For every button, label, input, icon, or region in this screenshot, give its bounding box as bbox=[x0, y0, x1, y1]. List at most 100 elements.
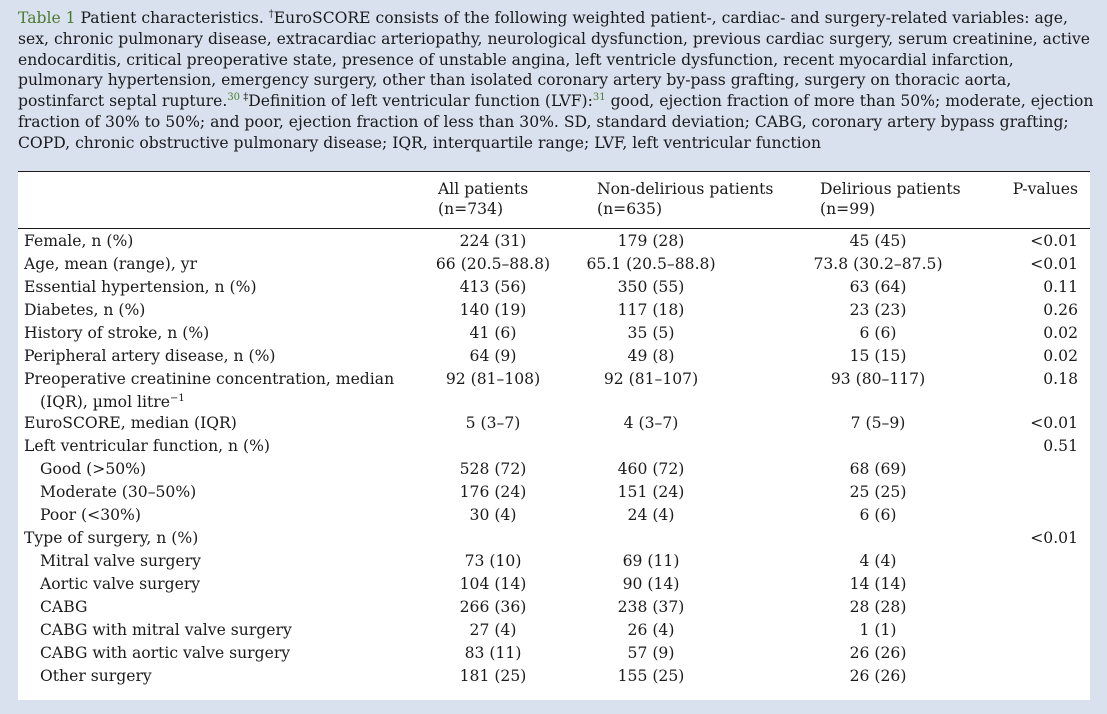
cell-p-value: 0.02 bbox=[1043, 324, 1078, 342]
caption-text-1: Patient characteristics. bbox=[75, 9, 269, 27]
table-label: Table 1 bbox=[18, 9, 76, 27]
row-label: Type of surgery, n (%) bbox=[24, 528, 198, 548]
cell-del: 68 (69) bbox=[849, 460, 907, 478]
cell-all: 30 (4) bbox=[469, 506, 517, 524]
col-header-pvalues: P-values bbox=[1000, 179, 1078, 199]
cell-non: 24 (4) bbox=[627, 506, 675, 524]
cell-del: 15 (15) bbox=[849, 347, 907, 365]
cell-all: 528 (72) bbox=[459, 460, 527, 478]
cell-non: 350 (55) bbox=[617, 278, 685, 296]
caption-text-2: EuroSCORE consists of the following weig… bbox=[18, 9, 1091, 111]
cell-all: 266 (36) bbox=[459, 598, 527, 616]
row-label-text: Moderate (30–50%) bbox=[40, 483, 197, 501]
row-label-text: Good (>50%) bbox=[40, 460, 147, 478]
row-label-text: Peripheral artery disease, n (%) bbox=[24, 347, 276, 365]
row-label: Peripheral artery disease, n (%) bbox=[24, 346, 276, 366]
cell-p-value: <0.01 bbox=[1030, 529, 1078, 547]
row-label: Aortic valve surgery bbox=[24, 574, 200, 594]
row-label-text: CABG with mitral valve surgery bbox=[40, 621, 292, 639]
col-header-del-title: Delirious patients bbox=[820, 180, 961, 198]
cell-all: 104 (14) bbox=[459, 575, 527, 593]
row-label-text: Type of surgery, n (%) bbox=[24, 529, 199, 547]
cell-non: 69 (11) bbox=[622, 552, 680, 570]
row-label: Age, mean (range), yr bbox=[24, 254, 197, 274]
row-label: History of stroke, n (%) bbox=[24, 323, 209, 343]
data-table: All patients (n=734) Non-delirious patie… bbox=[18, 171, 1090, 700]
caption-double-dagger: ‡ bbox=[240, 92, 249, 103]
caption-text-3: Definition of left ventricular function … bbox=[248, 92, 593, 111]
row-label: CABG with mitral valve surgery bbox=[24, 620, 292, 640]
col-header-non-n: (n=635) bbox=[597, 200, 663, 218]
row-label-continuation: (IQR), µmol litre−1 bbox=[24, 389, 394, 412]
row-label: Other surgery bbox=[24, 666, 152, 686]
row-label-text: Essential hypertension, n (%) bbox=[24, 278, 257, 296]
cell-non: 179 (28) bbox=[617, 232, 685, 250]
col-header-all-title: All patients bbox=[438, 180, 529, 198]
row-label: Good (>50%) bbox=[24, 459, 146, 479]
row-label-text: History of stroke, n (%) bbox=[24, 324, 210, 342]
cell-del: 23 (23) bbox=[849, 301, 907, 319]
cell-del: 4 (4) bbox=[859, 552, 897, 570]
row-label: Left ventricular function, n (%) bbox=[24, 436, 270, 456]
cell-non: 92 (81–107) bbox=[603, 370, 699, 388]
row-label: CABG bbox=[24, 597, 87, 617]
cell-del: 63 (64) bbox=[849, 278, 907, 296]
col-header-p-title: P-values bbox=[1012, 180, 1078, 198]
cell-del: 25 (25) bbox=[849, 483, 907, 501]
row-label: Diabetes, n (%) bbox=[24, 300, 145, 320]
cell-p-value: 0.02 bbox=[1043, 347, 1078, 365]
cell-all: 27 (4) bbox=[469, 621, 517, 639]
cell-del: 7 (5–9) bbox=[850, 414, 906, 432]
row-label-text: CABG with aortic valve surgery bbox=[40, 644, 291, 662]
row-label-text: Age, mean (range), yr bbox=[24, 255, 198, 273]
row-label-text: Other surgery bbox=[40, 667, 152, 685]
cell-all: 73 (10) bbox=[464, 552, 522, 570]
cell-p-value: <0.01 bbox=[1030, 255, 1078, 273]
row-label-text: EuroSCORE, median (IQR) bbox=[24, 414, 237, 432]
cell-all: 83 (11) bbox=[464, 644, 522, 662]
cell-all: 41 (6) bbox=[469, 324, 517, 342]
cell-p-value: 0.51 bbox=[1043, 437, 1078, 455]
cell-all: 140 (19) bbox=[459, 301, 527, 319]
col-header-delirious: Delirious patients (n=99) bbox=[820, 179, 961, 219]
cell-del: 1 (1) bbox=[859, 621, 897, 639]
table-caption: Table 1 Patient characteristics. †EuroSC… bbox=[18, 8, 1096, 154]
cell-del: 26 (26) bbox=[849, 667, 907, 685]
cell-del: 6 (6) bbox=[859, 506, 897, 524]
row-label-text: Left ventricular function, n (%) bbox=[24, 437, 271, 455]
col-header-all: All patients (n=734) bbox=[438, 179, 528, 219]
row-label: CABG with aortic valve surgery bbox=[24, 643, 290, 663]
cell-p-value: 0.18 bbox=[1043, 370, 1078, 388]
row-label: Female, n (%) bbox=[24, 231, 133, 251]
row-label: Mitral valve surgery bbox=[24, 551, 201, 571]
cell-non: 151 (24) bbox=[617, 483, 685, 501]
col-header-non-title: Non-delirious patients bbox=[597, 180, 774, 198]
row-label-text: Aortic valve surgery bbox=[40, 575, 201, 593]
cell-non: 155 (25) bbox=[617, 667, 685, 685]
cell-non: 49 (8) bbox=[627, 347, 675, 365]
cell-non: 26 (4) bbox=[627, 621, 675, 639]
row-label-continuation-text: (IQR), µmol litre bbox=[40, 393, 170, 412]
cell-p-value: 0.26 bbox=[1043, 301, 1078, 319]
row-label: Moderate (30–50%) bbox=[24, 482, 196, 502]
col-header-del-n: (n=99) bbox=[820, 200, 876, 218]
cell-del: 73.8 (30.2–87.5) bbox=[813, 255, 943, 273]
cell-non: 238 (37) bbox=[617, 598, 685, 616]
caption-dagger: † bbox=[268, 8, 274, 20]
caption-ref-2: 31 bbox=[592, 92, 606, 103]
cell-all: 64 (9) bbox=[469, 347, 517, 365]
cell-non: 57 (9) bbox=[627, 644, 675, 662]
col-header-all-n: (n=734) bbox=[438, 200, 504, 218]
row-label: EuroSCORE, median (IQR) bbox=[24, 413, 237, 433]
caption-text-4: good, ejection fraction of more than 50%… bbox=[18, 92, 1094, 152]
cell-non: 4 (3–7) bbox=[623, 414, 679, 432]
cell-non: 65.1 (20.5–88.8) bbox=[586, 255, 716, 273]
cell-del: 26 (26) bbox=[849, 644, 907, 662]
caption-ref-1: 30 bbox=[227, 92, 241, 103]
cell-del: 45 (45) bbox=[849, 232, 907, 250]
row-label-text: CABG bbox=[40, 598, 88, 616]
row-label-text: Female, n (%) bbox=[24, 232, 134, 250]
col-header-non-delirious: Non-delirious patients (n=635) bbox=[597, 179, 773, 219]
cell-del: 6 (6) bbox=[859, 324, 897, 342]
cell-p-value: <0.01 bbox=[1030, 414, 1078, 432]
